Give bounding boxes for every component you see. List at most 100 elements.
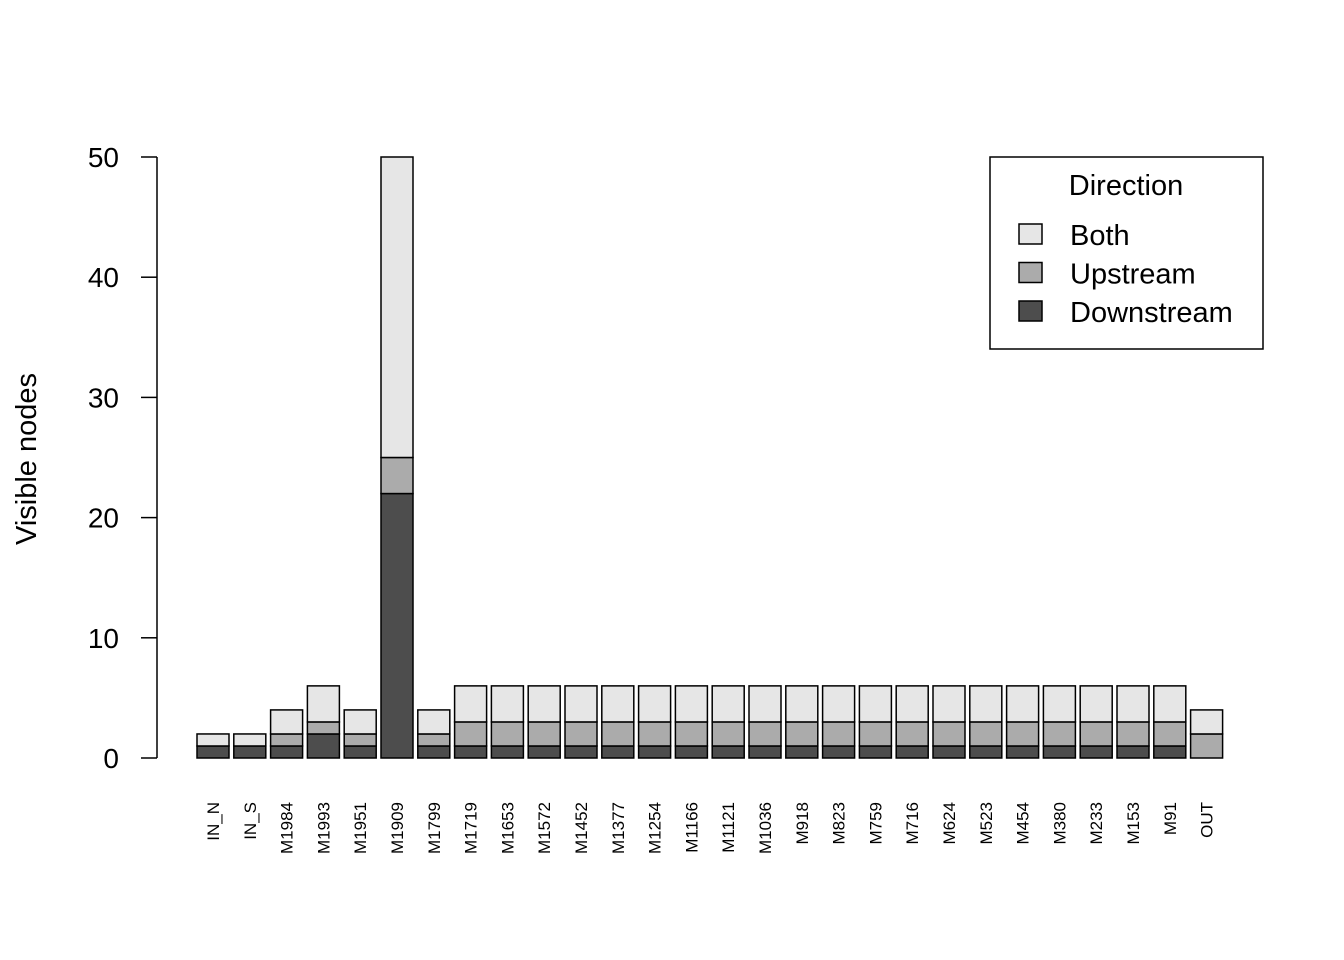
bar-segment-both [233, 733, 267, 747]
bar-segment-both [417, 709, 451, 735]
y-tick-label: 30 [88, 382, 119, 413]
bar-segment-both [785, 685, 819, 723]
bar-segment-both [564, 685, 598, 723]
y-tick-label: 50 [88, 142, 119, 173]
x-tick-label: M1799 [425, 802, 444, 854]
legend-title: Direction [1069, 170, 1183, 202]
bar-segment-both [527, 685, 561, 723]
bar-segment-downstream [490, 745, 525, 759]
bar-segment-both [1116, 685, 1150, 723]
bar-segment-downstream [895, 745, 929, 759]
bar-segment-both [196, 733, 230, 747]
bar-segment-upstream [1153, 721, 1187, 747]
x-tick-label: M1572 [535, 802, 554, 854]
bars [196, 156, 1224, 759]
y-tick-label: 20 [88, 503, 119, 534]
bar-segment-both [895, 685, 929, 723]
bar-segment-downstream [785, 745, 819, 759]
bar-segment-downstream [417, 745, 451, 759]
bar-segment-upstream [1116, 721, 1150, 747]
bar-segment-upstream [1079, 721, 1113, 747]
y-tick-label: 0 [103, 743, 119, 774]
x-tick-label: M91 [1161, 802, 1180, 835]
bar-segment-downstream [821, 745, 856, 759]
bar-segment-both [748, 685, 782, 723]
bar-segment-downstream [1079, 745, 1113, 759]
bar-segment-upstream [711, 721, 745, 747]
bar-segment-both [306, 685, 341, 723]
legend-swatch-both [1018, 223, 1043, 245]
bar-segment-upstream [601, 721, 635, 747]
x-tick-label: M1254 [646, 802, 665, 854]
x-tick-label: M918 [793, 802, 812, 845]
bar-segment-downstream [674, 745, 709, 759]
bar-segment-both [1079, 685, 1113, 723]
bar-segment-downstream [306, 733, 341, 759]
bar-segment-both [453, 685, 488, 723]
x-tick-label: M624 [940, 802, 959, 845]
bar-segment-upstream [564, 721, 598, 747]
bar-segment-downstream [711, 745, 745, 759]
bar-segment-upstream [637, 721, 672, 747]
x-tick-label: M1951 [351, 802, 370, 854]
bar-segment-both [932, 685, 966, 723]
x-tick-label: M1653 [498, 802, 517, 854]
bar-segment-upstream [674, 721, 709, 747]
x-tick-label: M1993 [314, 802, 333, 854]
x-tick-label: M153 [1124, 802, 1143, 845]
x-tick-label: IN_N [204, 802, 223, 841]
bar-segment-downstream [343, 745, 377, 759]
bar-segment-both [1189, 709, 1224, 735]
bar-segment-downstream [269, 745, 304, 759]
y-axis: 0 10 20 30 40 50 [88, 142, 158, 774]
bar-segment-both [343, 709, 377, 735]
bar-segment-both [269, 709, 304, 735]
x-axis-labels: IN_N IN_S M1984 M1993 M1951 M1909 M1799 M1719 M1… [204, 802, 1217, 854]
legend: Direction Both Upstream Downstream [989, 156, 1264, 350]
x-tick-label: M716 [903, 802, 922, 845]
bar-segment-downstream [453, 745, 488, 759]
bar-segment-upstream [932, 721, 966, 747]
bar-segment-upstream [1042, 721, 1077, 747]
bar-segment-downstream [969, 745, 1003, 759]
y-tick-label: 10 [88, 623, 119, 654]
x-tick-label: M233 [1087, 802, 1106, 845]
bar-segment-upstream [1005, 721, 1040, 747]
bar-segment-downstream [564, 745, 598, 759]
bar-segment-upstream [785, 721, 819, 747]
bar-segment-downstream [233, 745, 267, 759]
y-axis-label: Visible nodes [11, 373, 43, 545]
bar-segment-downstream [1116, 745, 1150, 759]
x-tick-label: M1121 [719, 802, 738, 853]
x-tick-label: M454 [1014, 802, 1033, 845]
bar-segment-both [490, 685, 525, 723]
bar-segment-upstream [453, 721, 488, 747]
bar-segment-downstream [637, 745, 672, 759]
bar-segment-downstream [748, 745, 782, 759]
bar-segment-both [380, 156, 414, 459]
bar-segment-upstream [343, 733, 377, 747]
bar-segment-upstream [490, 721, 525, 747]
bar-segment-both [1153, 685, 1187, 723]
x-tick-label: M1909 [388, 802, 407, 854]
bar-segment-upstream [380, 456, 414, 495]
bar-segment-both [821, 685, 856, 723]
x-tick-label: M1719 [462, 802, 481, 854]
y-tick-label: 40 [88, 262, 119, 293]
bar-segment-both [1042, 685, 1077, 723]
bar-segment-upstream [527, 721, 561, 747]
bar-segment-downstream [1153, 745, 1187, 759]
legend-label-downstream: Downstream [1070, 297, 1233, 329]
legend-swatch-downstream [1018, 300, 1043, 322]
x-tick-label: IN_S [241, 802, 260, 840]
legend-label-upstream: Upstream [1070, 259, 1196, 291]
x-tick-label: M759 [866, 802, 885, 845]
bar-segment-downstream [527, 745, 561, 759]
bar-segment-downstream [601, 745, 635, 759]
bar-segment-both [637, 685, 672, 723]
bar-segment-upstream [269, 733, 304, 747]
x-tick-label: OUT [1198, 802, 1217, 838]
x-tick-label: M1984 [278, 802, 297, 854]
bar-segment-both [969, 685, 1003, 723]
